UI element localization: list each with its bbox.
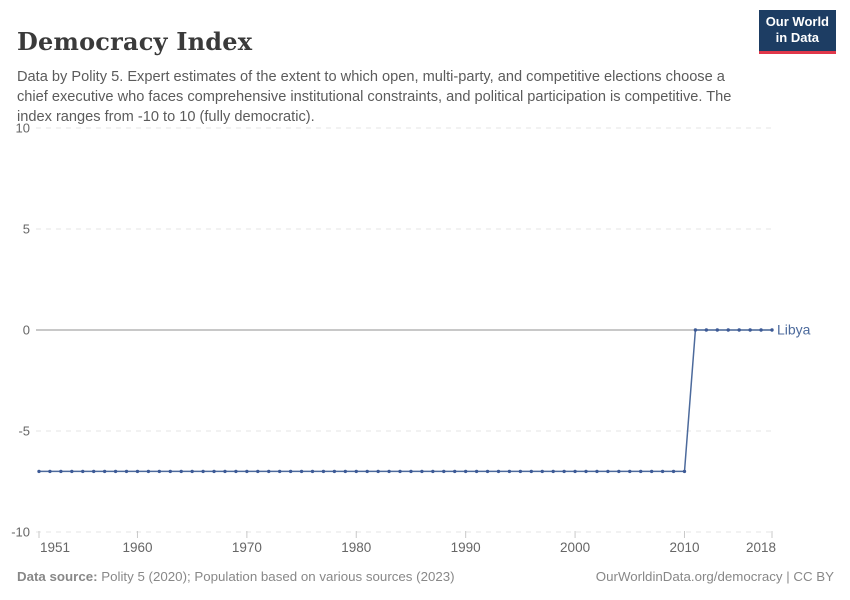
data-source-text: Polity 5 (2020); Population based on var… xyxy=(97,569,455,584)
data-point xyxy=(409,469,413,474)
y-axis-tick-label: 0 xyxy=(23,323,30,338)
data-point xyxy=(639,469,643,474)
data-point xyxy=(507,469,512,474)
x-axis-tick-label: 2010 xyxy=(669,540,699,555)
owid-logo-line1: Our World xyxy=(765,14,829,29)
data-point xyxy=(442,469,446,474)
data-point xyxy=(135,469,140,474)
data-point xyxy=(398,469,402,474)
x-axis-tick-label: 2000 xyxy=(560,540,590,555)
data-point xyxy=(190,469,194,474)
data-point xyxy=(496,469,501,474)
x-axis-tick-label: 1980 xyxy=(341,540,371,555)
data-point xyxy=(595,469,599,474)
libya-line[interactable] xyxy=(39,329,772,473)
data-point xyxy=(682,469,687,474)
data-point xyxy=(529,469,534,474)
data-point xyxy=(223,469,227,474)
data-point xyxy=(551,469,555,474)
data-point xyxy=(102,469,107,474)
data-point xyxy=(617,469,621,474)
data-point xyxy=(113,469,118,474)
data-point xyxy=(474,469,479,474)
x-axis-tick-label: 1951 xyxy=(40,540,70,555)
x-axis-tick-label: 1970 xyxy=(232,540,262,555)
data-point xyxy=(343,469,348,474)
data-point xyxy=(770,328,774,332)
data-point xyxy=(157,469,162,474)
data-point xyxy=(310,469,315,474)
x-axis-tick-label: 2018 xyxy=(746,540,776,555)
owid-logo-line2: in Data xyxy=(775,30,820,46)
y-axis-tick-label: 10 xyxy=(16,121,30,136)
data-point xyxy=(715,328,719,332)
y-axis-tick-label: -10 xyxy=(11,525,30,540)
data-point xyxy=(212,469,216,474)
data-point xyxy=(124,469,129,474)
data-point xyxy=(704,328,709,332)
data-point xyxy=(671,469,676,474)
data-point xyxy=(201,469,205,474)
data-point xyxy=(540,469,544,474)
data-point xyxy=(267,469,271,474)
data-point xyxy=(146,469,151,474)
data-source-label: Data source: xyxy=(17,569,98,584)
data-point xyxy=(649,469,654,474)
data-point xyxy=(485,469,490,474)
owid-url-license-link[interactable]: OurWorldinData.org/democracy | CC BY xyxy=(595,569,834,584)
data-point xyxy=(387,469,391,474)
data-point xyxy=(453,469,457,474)
data-point xyxy=(179,469,183,474)
data-point xyxy=(168,469,172,474)
chart-footer: Data source: Polity 5 (2020); Population… xyxy=(17,569,834,584)
data-point xyxy=(431,469,435,474)
data-point xyxy=(92,469,96,474)
data-point xyxy=(628,469,632,474)
data-point xyxy=(277,469,282,474)
data-point xyxy=(759,328,763,332)
y-axis-tick-label: -5 xyxy=(18,424,30,439)
data-point xyxy=(81,469,85,474)
data-point xyxy=(332,469,337,474)
data-point xyxy=(376,469,380,474)
owid-logo: Our World in Data xyxy=(758,10,836,54)
data-source-note: Data source: Polity 5 (2020); Population… xyxy=(17,569,455,584)
data-point xyxy=(354,469,358,474)
chart-subtitle: Data by Polity 5. Expert estimates of th… xyxy=(17,68,732,126)
data-point xyxy=(726,328,730,332)
data-point xyxy=(748,328,752,332)
x-axis-tick-label: 1990 xyxy=(451,540,481,555)
data-point xyxy=(562,469,566,474)
data-point xyxy=(420,469,424,474)
data-point xyxy=(48,469,52,474)
data-point xyxy=(234,469,238,474)
data-point xyxy=(288,469,293,474)
page-title: Democracy Index xyxy=(17,27,253,57)
y-axis-tick-label: 5 xyxy=(23,222,30,237)
data-point xyxy=(245,469,249,474)
data-point xyxy=(737,328,741,332)
data-point xyxy=(365,469,369,474)
data-point xyxy=(59,469,63,474)
data-point xyxy=(299,469,304,474)
data-point xyxy=(463,469,468,474)
data-point xyxy=(321,469,326,474)
data-point xyxy=(256,469,260,474)
data-point xyxy=(693,328,698,332)
data-point xyxy=(518,469,523,474)
data-point xyxy=(37,469,41,474)
x-axis-tick-label: 1960 xyxy=(122,540,152,555)
data-point xyxy=(606,469,610,474)
data-point xyxy=(70,469,74,474)
data-point xyxy=(584,469,588,474)
data-point xyxy=(573,469,577,474)
series-label-libya[interactable]: Libya xyxy=(777,322,811,338)
data-point xyxy=(660,469,665,474)
